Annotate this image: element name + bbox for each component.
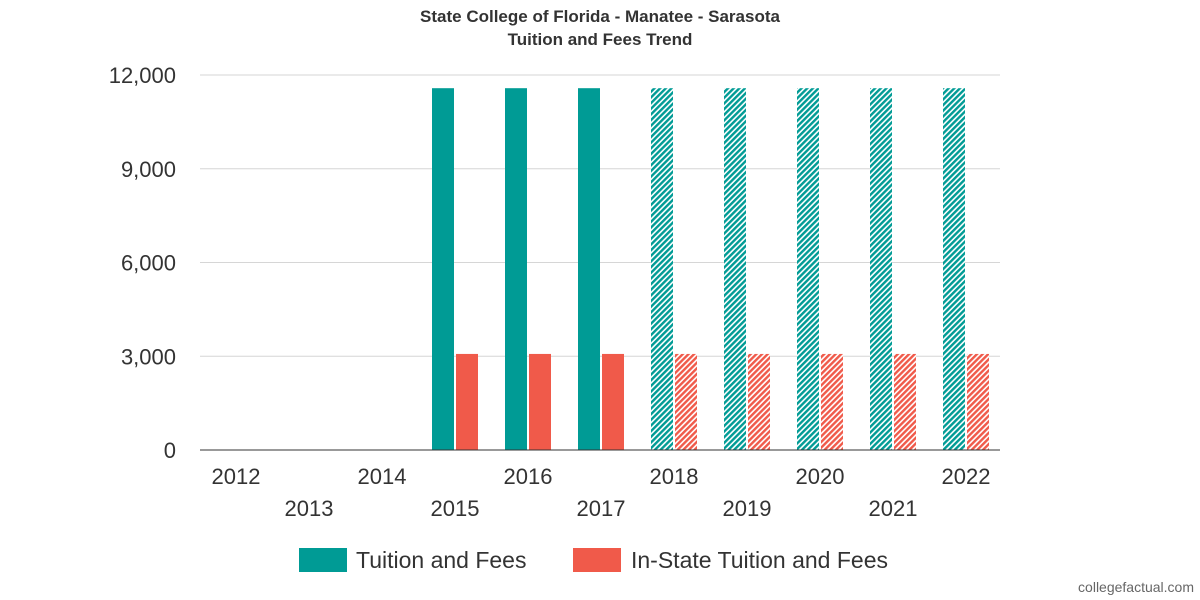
x-tick-label: 2021: [869, 496, 918, 521]
x-tick-label: 2019: [723, 496, 772, 521]
x-tick-label: 2022: [942, 464, 991, 489]
x-tick-label: 2012: [212, 464, 261, 489]
legend-label-instate: In-State Tuition and Fees: [631, 547, 888, 573]
bar-instate-2018: [675, 353, 697, 450]
bars: [432, 88, 989, 450]
bar-tuition-2018: [651, 88, 673, 450]
credit-text: collegefactual.com: [1078, 579, 1194, 595]
legend-label-tuition: Tuition and Fees: [356, 547, 526, 573]
bar-tuition-2016: [505, 88, 527, 450]
chart-title: State College of Florida - Manatee - Sar…: [420, 7, 780, 26]
bar-tuition-2020: [797, 88, 819, 450]
y-tick-label: 3,000: [121, 344, 176, 369]
x-tick-label: 2015: [431, 496, 480, 521]
y-tick-label: 9,000: [121, 157, 176, 182]
y-axis-ticks: 0 3,000 6,000 9,000 12,000: [109, 63, 176, 463]
bar-tuition-2021: [870, 88, 892, 450]
bar-instate-2019: [748, 353, 770, 450]
x-tick-label: 2014: [358, 464, 407, 489]
bar-instate-2017: [602, 353, 624, 450]
x-tick-label: 2020: [796, 464, 845, 489]
bar-tuition-2015: [432, 88, 454, 450]
x-axis-ticks: 2012 2013 2014 2015 2016 2017 2018 2019 2020 2021…: [212, 464, 991, 521]
x-tick-label: 2018: [650, 464, 699, 489]
bar-instate-2016: [529, 353, 551, 450]
bar-tuition-2019: [724, 88, 746, 450]
legend: Tuition and Fees In-State Tuition and Fee…: [299, 547, 888, 573]
x-tick-label: 2016: [504, 464, 553, 489]
chart-subtitle: Tuition and Fees Trend: [508, 30, 693, 49]
x-tick-label: 2017: [577, 496, 626, 521]
legend-swatch-tuition: [299, 548, 347, 572]
bar-instate-2022: [967, 353, 989, 450]
x-tick-label: 2013: [285, 496, 334, 521]
bar-instate-2021: [894, 353, 916, 450]
y-tick-label: 6,000: [121, 251, 176, 276]
bar-instate-2020: [821, 353, 843, 450]
bar-tuition-2017: [578, 88, 600, 450]
bar-instate-2015: [456, 353, 478, 450]
y-tick-label: 0: [164, 438, 176, 463]
legend-swatch-instate: [573, 548, 621, 572]
y-tick-label: 12,000: [109, 63, 176, 88]
bar-tuition-2022: [943, 88, 965, 450]
